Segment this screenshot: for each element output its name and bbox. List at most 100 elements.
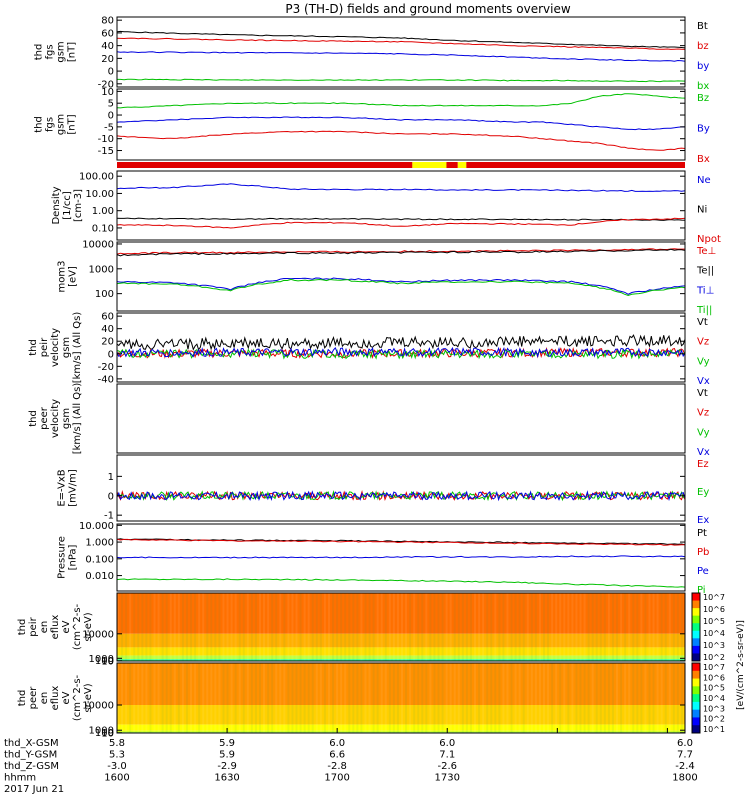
spectrogram-texture xyxy=(222,593,225,661)
x-row-value: -2.9 xyxy=(217,761,237,772)
spectrogram-texture xyxy=(185,593,188,661)
spectrogram-texture xyxy=(559,593,562,661)
spectrogram-texture xyxy=(364,663,367,733)
region-segment-1 xyxy=(412,162,447,168)
spectrogram-texture xyxy=(648,593,651,661)
spectrogram-texture xyxy=(234,663,237,733)
y-axis-label: [nT] xyxy=(67,42,78,62)
legend-Vy: Vy xyxy=(697,427,710,438)
y-tick-label: 1000 xyxy=(89,654,114,665)
y-axis-label: gsm xyxy=(61,408,72,429)
spectrogram-texture xyxy=(506,663,509,733)
panel-frame-temperature xyxy=(116,241,686,312)
series-efield-Ey xyxy=(116,489,686,502)
spectrogram-texture xyxy=(478,593,481,661)
x-row-value: 5.8 xyxy=(109,738,125,749)
spectrogram-texture xyxy=(672,593,675,661)
spectrogram-texture xyxy=(173,663,176,733)
spectrogram-texture xyxy=(433,663,436,733)
colorbar-step xyxy=(692,663,700,672)
y-axis-label: [mV/m] xyxy=(68,469,79,507)
legend-Vt: Vt xyxy=(697,388,708,399)
spectrogram-texture xyxy=(177,663,180,733)
legend-Ex: Ex xyxy=(697,515,709,526)
spectrogram-texture xyxy=(153,663,156,733)
legend-Bt: Bt xyxy=(697,21,708,32)
y-tick-label: 20 xyxy=(101,337,114,348)
y-tick-label: 0.10 xyxy=(92,223,114,234)
spectrogram-texture xyxy=(494,593,497,661)
y-axis-label: thd xyxy=(28,410,39,427)
y-axis-label: mom3 xyxy=(57,261,68,293)
legend-Ni: Ni xyxy=(697,205,707,216)
y-tick-label: -20 xyxy=(98,79,114,90)
panel-frame-peer-velocity xyxy=(116,383,686,454)
spectrogram-texture xyxy=(591,593,594,661)
spectrogram-texture xyxy=(660,663,663,733)
colorbar-step xyxy=(692,608,700,617)
y-axis-label: (cm^2-s- xyxy=(72,603,83,650)
x-row-value: 6.0 xyxy=(329,738,345,749)
spectrogram-texture xyxy=(478,663,481,733)
spectrogram-texture xyxy=(401,593,403,661)
x-row-value: 1600 xyxy=(104,773,129,784)
spectrogram-texture xyxy=(121,663,124,733)
x-row-value: 6.6 xyxy=(329,750,345,761)
spectrogram-texture xyxy=(603,593,606,661)
spectrogram-texture xyxy=(198,593,201,661)
panel-efield: 1 0 -1 E=-VxB [mV/m] Ez Ey Ex xyxy=(57,454,709,526)
legend-Ez: Ez xyxy=(697,459,709,470)
spectrogram-texture xyxy=(425,663,428,733)
y-tick-label: 20 xyxy=(101,54,114,65)
y-tick-label: 10 xyxy=(101,87,114,98)
spectrogram-texture xyxy=(636,663,639,733)
spectrogram-texture xyxy=(372,593,375,661)
spectrogram-band-4 xyxy=(117,659,685,661)
spectrogram-texture xyxy=(437,663,440,733)
spectrogram-texture xyxy=(169,593,172,661)
x-row-value: 7.1 xyxy=(439,750,455,761)
series-fgs-gsm-1-bz xyxy=(116,37,686,50)
colorbar-step xyxy=(692,645,700,654)
legend-Ti⊥: Ti⊥ xyxy=(696,285,714,296)
spectrogram-texture xyxy=(181,663,184,733)
y-axis-label: peer xyxy=(39,406,50,430)
spectrogram-texture xyxy=(563,593,566,661)
spectrogram-texture xyxy=(165,663,168,733)
colorbar-label: [eV/(cm^2-s-sr-eV)] xyxy=(736,620,746,710)
spectrogram-texture xyxy=(628,593,631,661)
spectrogram-texture xyxy=(636,593,639,661)
spectrogram-texture xyxy=(514,663,517,733)
spectrogram-texture xyxy=(242,663,245,733)
spectrogram-texture xyxy=(413,663,416,733)
y-tick-label: 0 xyxy=(108,111,114,122)
spectrogram-texture xyxy=(441,593,444,661)
series-pressure-Pe xyxy=(116,555,686,559)
legend-Te||: Te|| xyxy=(696,266,714,277)
spectrogram-texture xyxy=(218,663,221,733)
spectrogram-texture xyxy=(449,593,452,661)
spectrogram-texture xyxy=(624,593,627,661)
spectrogram-texture xyxy=(514,593,517,661)
spectrogram-texture xyxy=(295,663,298,733)
series-pressure-Pi xyxy=(116,578,686,588)
series-pressure-Pt xyxy=(116,538,686,546)
spectrogram-texture xyxy=(319,593,322,661)
spectrogram-texture xyxy=(421,663,424,733)
spectrogram-texture xyxy=(575,593,578,661)
spectrogram-texture xyxy=(543,663,545,733)
spectrogram-texture xyxy=(315,593,318,661)
spectrogram-texture xyxy=(214,593,217,661)
spectrogram-texture xyxy=(437,593,440,661)
colorbar-tick: 10^4 xyxy=(703,629,725,638)
spectrogram-texture xyxy=(676,593,679,661)
colorbar-tick: 10^5 xyxy=(703,617,725,626)
y-tick-label: 100 xyxy=(95,289,114,300)
legend-Bz: Bz xyxy=(697,93,709,104)
y-tick-label: 1.00 xyxy=(92,206,114,217)
spectrogram-texture xyxy=(547,593,550,661)
y-axis-label: [nPa] xyxy=(68,544,79,570)
y-axis-label: en xyxy=(39,692,50,705)
